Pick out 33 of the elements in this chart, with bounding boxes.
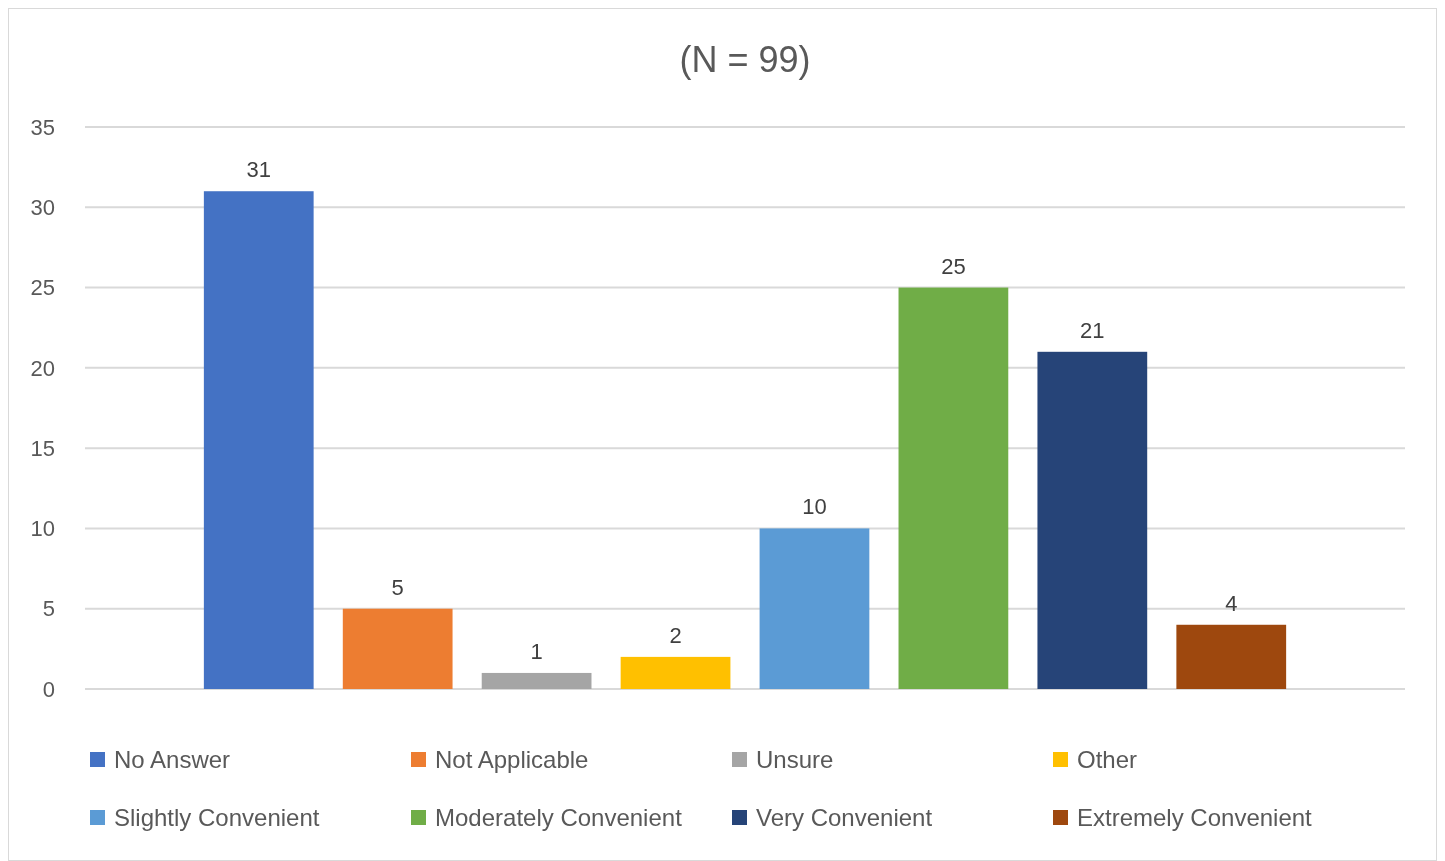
data-label: 21 — [1080, 317, 1105, 343]
legend-label: Extremely Convenient — [1077, 804, 1313, 832]
y-tick-label: 15 — [30, 435, 55, 461]
y-tick-label: 35 — [30, 114, 55, 140]
bar — [898, 287, 1009, 689]
legend-label: Unsure — [756, 746, 834, 774]
data-label: 31 — [246, 157, 271, 183]
y-tick-label: 20 — [30, 355, 55, 381]
legend-label: Not Applicable — [435, 746, 589, 774]
bar — [481, 672, 592, 689]
data-label: 25 — [941, 253, 966, 279]
bar — [1176, 624, 1287, 689]
data-label: 2 — [669, 622, 682, 648]
y-tick-label: 10 — [30, 516, 55, 542]
chart-title: (N = 99) — [679, 39, 811, 80]
legend-label: Other — [1077, 746, 1138, 774]
y-tick-label: 5 — [42, 596, 55, 622]
data-label: 10 — [802, 494, 827, 520]
bar — [759, 528, 870, 689]
legend-label: No Answer — [114, 746, 231, 774]
legend-label: Moderately Convenient — [435, 804, 683, 832]
data-label: 1 — [530, 638, 543, 664]
data-label: 4 — [1225, 590, 1238, 616]
y-tick-label: 25 — [30, 275, 55, 301]
bar — [1037, 351, 1148, 689]
y-tick-label: 30 — [30, 194, 55, 220]
bar — [203, 191, 314, 689]
bar — [620, 656, 731, 689]
legend-label: Slightly Convenient — [114, 804, 320, 832]
y-tick-label: 0 — [42, 676, 55, 702]
data-label: 5 — [391, 574, 404, 600]
legend-label: Very Convenient — [756, 804, 933, 832]
bar — [342, 608, 453, 689]
